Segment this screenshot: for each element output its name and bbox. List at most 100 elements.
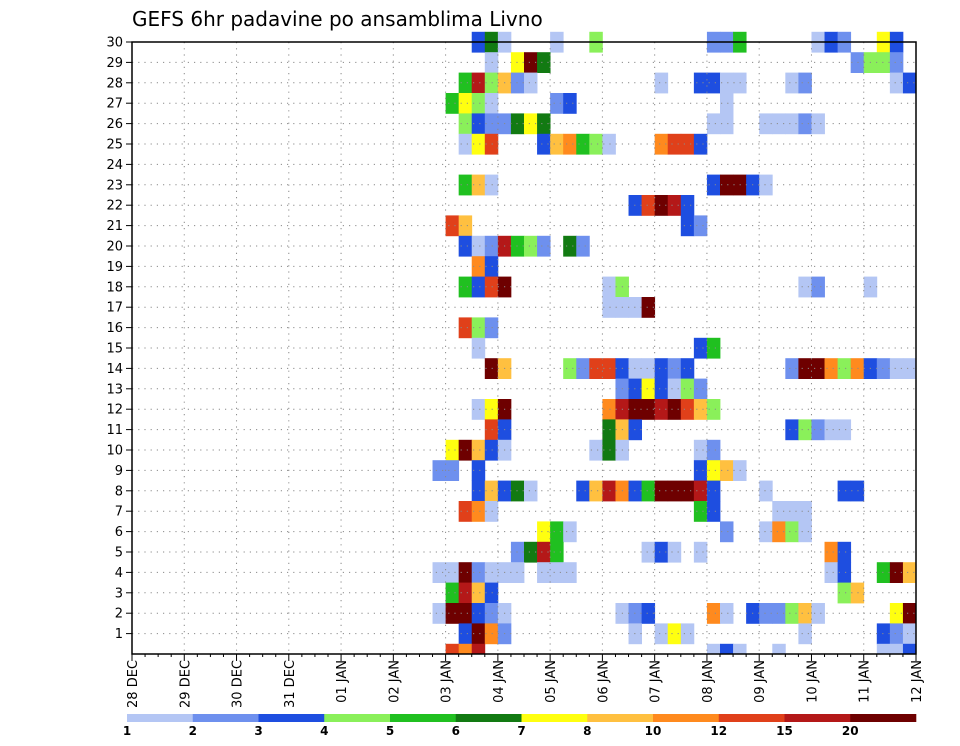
heatmap-cell — [902, 72, 917, 94]
heatmap-cell — [484, 256, 499, 277]
heatmap-cell — [471, 174, 486, 196]
y-tick-label: 18 — [106, 280, 123, 295]
x-tick-label: 01 JAN — [335, 660, 350, 703]
y-axis: 1234567891011121314151617181920212223242… — [106, 36, 132, 642]
heatmap-cell — [785, 419, 799, 441]
heatmap-cell — [889, 623, 904, 645]
heatmap-cell — [602, 276, 616, 298]
heatmap-cell — [641, 297, 656, 318]
legend-swatch — [850, 714, 917, 722]
y-tick-label: 21 — [106, 219, 123, 234]
heatmap-cell — [902, 562, 917, 583]
heatmap-cell — [432, 460, 446, 481]
heatmap-cell — [471, 235, 486, 257]
y-tick-label: 1 — [115, 627, 123, 642]
y-tick-label: 7 — [115, 505, 123, 520]
y-tick-label: 29 — [106, 56, 123, 71]
heatmap-cell — [484, 399, 499, 420]
heatmap-cell — [602, 419, 616, 441]
heatmap-cell — [524, 480, 538, 502]
x-tick-label: 10 JAN — [805, 660, 820, 703]
legend-label: 10 — [645, 724, 662, 738]
heatmap-cell — [484, 439, 499, 461]
y-tick-label: 13 — [106, 382, 123, 397]
heatmap-cell — [706, 337, 721, 359]
heatmap-cell — [824, 541, 838, 563]
heatmap-cell — [576, 358, 590, 379]
heatmap-cell — [524, 235, 538, 257]
legend-label: 6 — [452, 724, 460, 738]
heatmap-cell — [537, 562, 551, 583]
heatmap-cell — [510, 72, 525, 94]
heatmap-cell — [889, 358, 904, 379]
y-tick-label: 5 — [115, 546, 123, 561]
heatmap-cell — [458, 174, 473, 196]
heatmap-cell — [563, 521, 577, 543]
heatmap-cell — [576, 133, 590, 155]
heatmap-cell — [654, 195, 669, 216]
legend-label: 5 — [386, 724, 394, 738]
heatmap-cell — [458, 276, 473, 298]
y-tick-label: 25 — [106, 138, 123, 153]
heatmap-cell — [889, 562, 904, 583]
x-tick-label: 11 JAN — [858, 660, 873, 703]
heatmap-cell — [876, 623, 891, 645]
heatmap-cell — [641, 399, 656, 420]
heatmap-cell — [902, 603, 917, 624]
chart-title: GEFS 6hr padavine po ansamblima Livno — [132, 7, 543, 31]
heatmap-cell — [785, 113, 799, 135]
heatmap-cell — [876, 52, 891, 73]
heatmap-cell — [759, 113, 773, 135]
heatmap-cell — [876, 358, 891, 379]
heatmap-cell — [445, 460, 460, 481]
x-tick-label: 28 DEC — [126, 660, 141, 708]
heatmap-cell — [667, 399, 682, 420]
heatmap-cell — [563, 562, 577, 583]
heatmap-cell — [772, 521, 786, 543]
heatmap-cell — [641, 195, 656, 216]
heatmap-cell — [537, 113, 551, 135]
heatmap-cell — [720, 460, 734, 481]
heatmap-cell — [680, 378, 695, 400]
heatmap-cell — [484, 623, 499, 645]
y-tick-label: 8 — [115, 484, 123, 499]
heatmap-cell — [693, 215, 708, 237]
heatmap-cell — [706, 480, 721, 502]
heatmap-cell — [510, 562, 525, 583]
color-legend: 1 2 3 4 5 6 7 8 10 12 15 20 — [123, 714, 917, 738]
heatmap-cell — [785, 72, 799, 94]
heatmap-cell — [667, 623, 682, 645]
legend-swatch — [324, 714, 391, 722]
heatmap-cell — [550, 521, 564, 543]
legend-swatch — [521, 714, 588, 722]
heatmap-cell — [811, 419, 825, 441]
x-tick-label: 29 DEC — [178, 660, 193, 708]
heatmap-cell — [537, 52, 551, 73]
heatmap-cell — [889, 52, 904, 73]
heatmap-cell — [471, 337, 486, 359]
heatmap-cell — [772, 113, 786, 135]
heatmap-cell — [458, 133, 473, 155]
heatmap-cell — [811, 603, 825, 624]
heatmap-cell — [798, 72, 812, 94]
heatmap-cell — [720, 174, 734, 196]
heatmap-cell — [458, 113, 473, 135]
heatmap-cell — [654, 358, 669, 379]
y-tick-label: 23 — [106, 178, 123, 193]
heatmap-cell — [889, 643, 904, 654]
heatmap-cell — [876, 562, 891, 583]
heatmap-cell — [432, 562, 446, 583]
heatmap-cell — [458, 93, 473, 114]
heatmap-cell — [484, 133, 499, 155]
legend-swatch — [258, 714, 325, 722]
x-tick-label: 31 DEC — [283, 660, 298, 708]
y-tick-label: 14 — [106, 362, 123, 377]
heatmap-cell — [654, 541, 669, 563]
heatmap-cell — [602, 480, 616, 502]
x-tick-label: 03 JAN — [440, 660, 455, 703]
heatmap-cell — [772, 643, 786, 654]
heatmap-cell — [458, 603, 473, 624]
y-tick-label: 22 — [106, 199, 123, 214]
heatmap-cell — [589, 439, 603, 461]
